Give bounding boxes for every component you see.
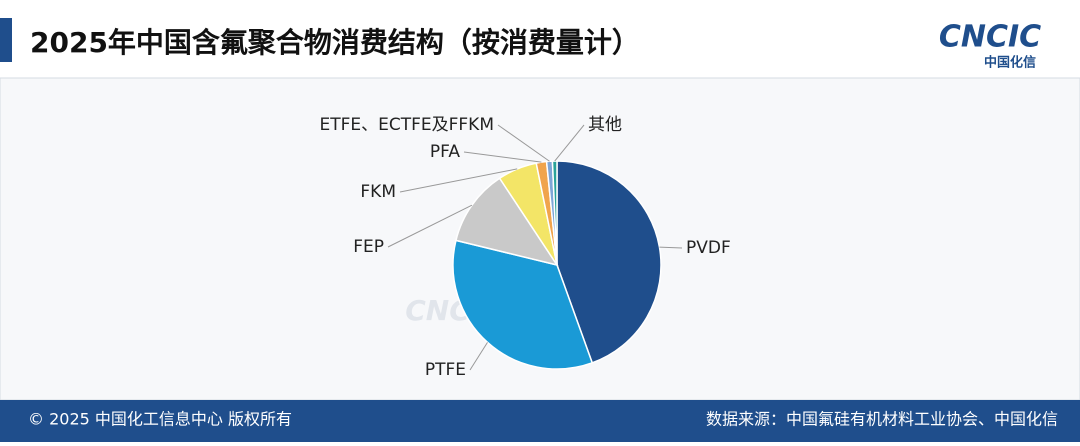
pie-slice [551, 160, 558, 266]
slice-label: FKM [360, 182, 396, 202]
logo: CNCIC [939, 20, 1041, 55]
slice-label: ETFE、ECTFE及FFKM [319, 115, 494, 135]
footer-source: 数据来源：中国氟硅有机材料工业协会、中国化信 [706, 410, 1058, 429]
chart-title: 2025年中国含氟聚合物消费结构（按消费量计） [30, 26, 640, 59]
footer-copyright: © 2025 中国化工信息中心 版权所有 [28, 410, 292, 429]
leader-line [469, 342, 488, 371]
slice-label: 其他 [588, 115, 622, 135]
leader-line [463, 151, 542, 163]
leader-line [497, 124, 550, 162]
slice-label: PVDF [686, 238, 731, 258]
slice-label: FEP [353, 237, 384, 257]
leader-line [659, 246, 683, 249]
slice-label: PFA [430, 142, 460, 162]
logo-sub: 中国化信 [984, 55, 1036, 71]
pie-slice [556, 160, 662, 364]
slice-label: PTFE [425, 360, 466, 380]
leader-line [399, 168, 518, 193]
pie-slice [452, 239, 594, 370]
leader-line [554, 124, 585, 162]
leader-line [387, 204, 473, 248]
footer-bar [0, 400, 1080, 442]
title-bar [0, 18, 12, 62]
